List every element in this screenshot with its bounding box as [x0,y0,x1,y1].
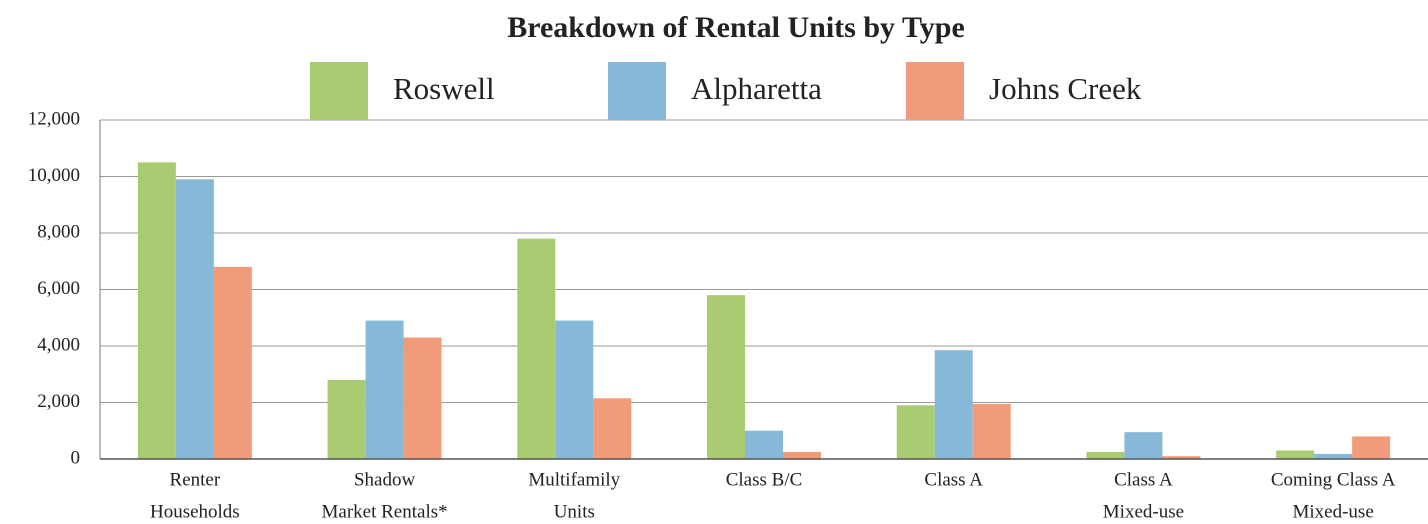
bar [593,398,632,459]
bar [1124,432,1163,459]
x-tick-label: Class A [1114,469,1173,490]
y-tick-label: 2,000 [37,391,80,412]
y-tick-label: 12,000 [28,108,80,129]
bar [555,320,594,459]
bar [972,403,1011,459]
legend-label: Roswell [393,71,495,106]
x-tick-label: Coming Class A [1271,469,1396,490]
bar [1276,450,1315,459]
x-tick-label: Class A [924,469,983,490]
y-tick-label: 0 [71,447,81,468]
bar [403,337,442,459]
bar [1314,453,1353,459]
x-tick-label: Shadow [354,469,416,490]
x-tick-label: Units [554,501,595,522]
legend-swatch [608,62,666,120]
x-tick-label: Renter [170,469,221,490]
x-tick-label: Multifamily [528,469,620,490]
bar [137,162,176,459]
y-tick-label: 10,000 [28,165,80,186]
legend-label: Alpharetta [691,71,822,106]
bar [365,320,404,459]
bar [517,238,556,459]
y-tick-label: 6,000 [37,278,80,299]
bar [1162,456,1201,459]
x-tick-label: Mixed-use [1293,501,1374,522]
x-tick-label: Households [150,501,240,522]
chart-title: Breakdown of Rental Units by Type [507,11,965,44]
bar [175,179,214,459]
x-tick-label: Market Rentals* [322,501,448,522]
bar [1086,451,1125,459]
bar [327,379,366,459]
legend-label: Johns Creek [989,71,1142,106]
bar [934,350,973,459]
legend-swatch [906,62,964,120]
bar [783,451,821,459]
bar [1352,436,1391,459]
bar [896,405,935,459]
legend-swatch [310,62,368,120]
y-tick-label: 8,000 [37,221,80,242]
bar [707,295,745,459]
bar [213,266,252,459]
x-tick-label: Mixed-use [1103,501,1184,522]
x-tick-label: Class B/C [726,469,803,490]
y-tick-label: 4,000 [37,334,80,355]
bar [745,430,783,459]
